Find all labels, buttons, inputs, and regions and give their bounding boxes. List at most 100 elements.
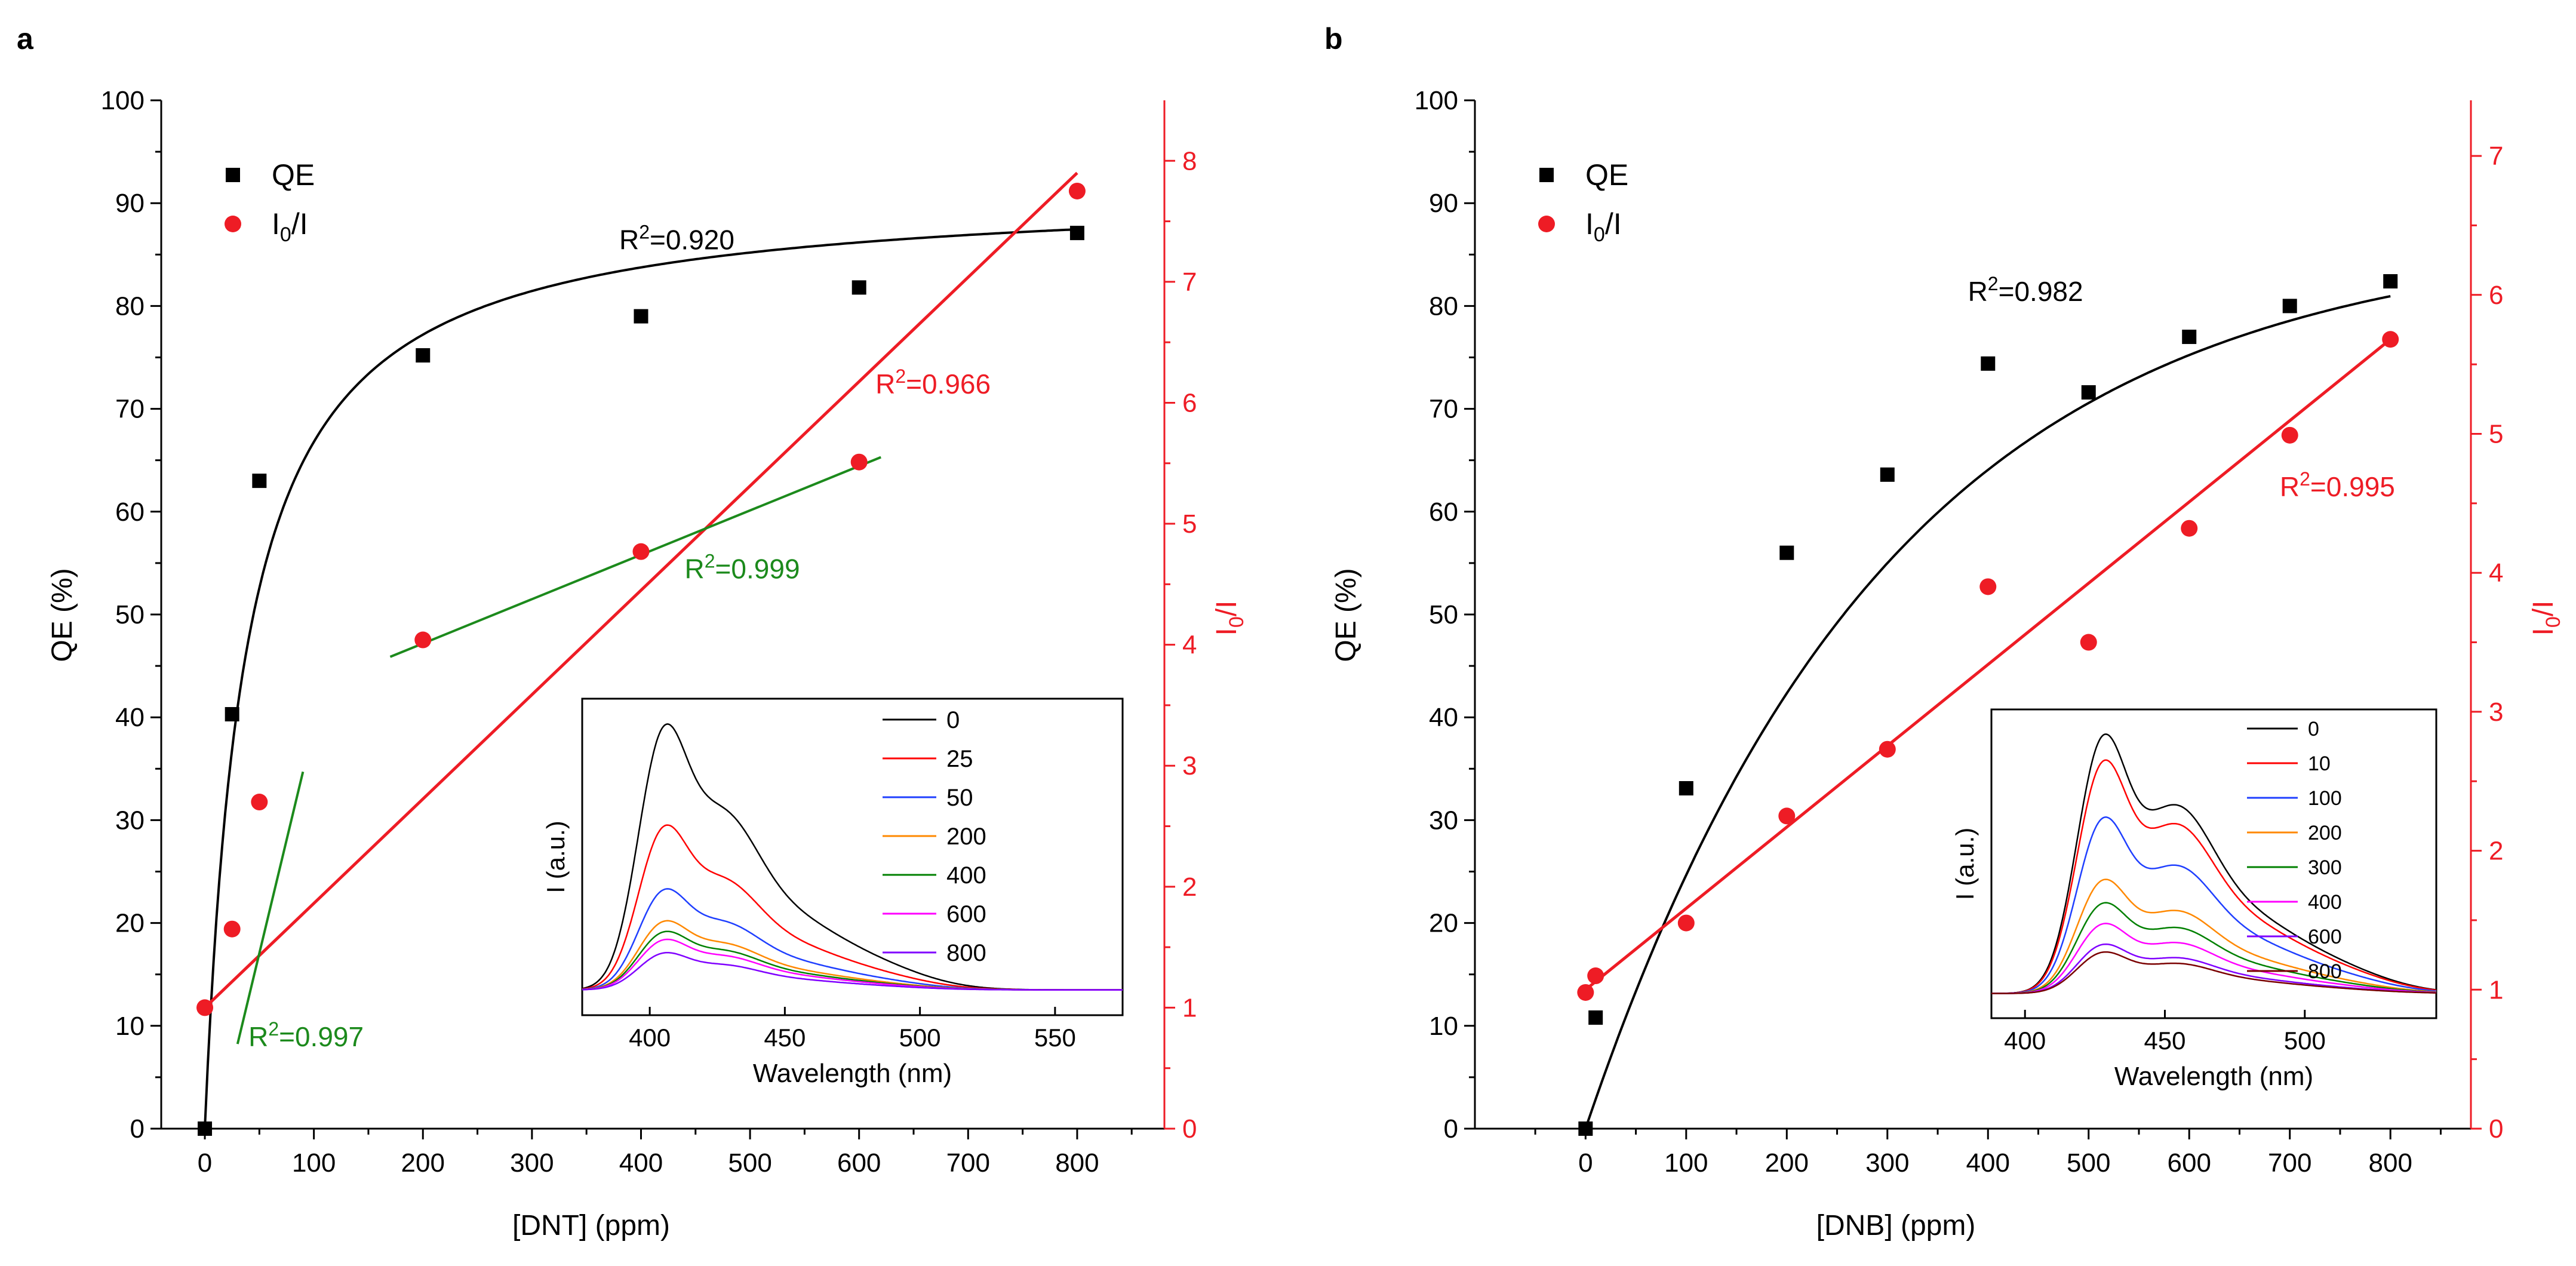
panel-b-inset-spectrum-100 bbox=[1991, 816, 2437, 994]
panel-b-inset-x-axis-title: Wavelength (nm) bbox=[2114, 1062, 2313, 1091]
panel-b-y-tick-label: 100 bbox=[1415, 86, 1458, 115]
panel-a-qe-point bbox=[416, 348, 431, 363]
panel-b-inset-x-tick-label: 500 bbox=[2284, 1027, 2326, 1055]
panel-a-y-tick-label: 50 bbox=[115, 600, 145, 629]
panel-a-qe-point bbox=[225, 707, 239, 722]
panel-a-chart: 0 100 200 300 400 500 600 700 800010203040506070… bbox=[47, 86, 1248, 1242]
panel-b-y-tick-label: 10 bbox=[1429, 1012, 1458, 1041]
panel-b-inset-legend-label: 800 bbox=[2308, 960, 2342, 983]
panel-b-qe-point bbox=[2182, 330, 2197, 345]
panel-b-fit-label-0: R2=0.982 bbox=[1968, 273, 2083, 307]
panel-a-inset-y-axis-title: I (a.u.) bbox=[542, 821, 570, 893]
panel-a-fit-label-2: R2=0.999 bbox=[685, 551, 800, 585]
panel-b-y2-tick-label: 6 bbox=[2489, 281, 2503, 310]
panel-a-y2-tick-label: 4 bbox=[1182, 631, 1197, 660]
panel-b-inset-legend-label: 400 bbox=[2308, 891, 2342, 914]
panel-a-fit-green-3 bbox=[236, 771, 305, 1044]
panel-b-x-tick-label: 100 bbox=[1664, 1148, 1708, 1178]
panel-b-y-tick-label: 20 bbox=[1429, 909, 1458, 938]
panel-b-qe-point bbox=[1679, 781, 1693, 796]
panel-a-y2-tick-label: 1 bbox=[1182, 993, 1197, 1022]
panel-b-x-tick-label: 300 bbox=[1865, 1148, 1909, 1178]
panel-b-ratio-point bbox=[1577, 984, 1594, 1001]
panel-b-inset-spectrum-600 bbox=[1991, 943, 2437, 994]
panel-a-qe-point bbox=[852, 280, 866, 295]
panel-b-legend: QE I0/I bbox=[1538, 158, 1628, 246]
panel-a-ratio-point bbox=[223, 920, 241, 938]
panel-b-qe-point bbox=[2081, 385, 2096, 400]
panel-b-inset-legend-label: 10 bbox=[2308, 752, 2331, 775]
panel-b-inset-legend-label: 600 bbox=[2308, 926, 2342, 948]
panel-a-y-tick-label: 40 bbox=[115, 703, 145, 732]
panel-a-x-tick-label: 800 bbox=[1055, 1148, 1099, 1178]
panel-a-ratio-point bbox=[196, 999, 214, 1016]
panel-a-qe-point bbox=[252, 474, 267, 488]
panel-b-y2-tick-label: 4 bbox=[2489, 558, 2503, 588]
panel-b-y-tick-label: 40 bbox=[1429, 703, 1458, 732]
panel-a-fit-labels: R2=0.920 R2=0.966 R2=0.999 R2=0.997 bbox=[248, 222, 991, 1053]
panel-b-inset-legend-label: 300 bbox=[2308, 856, 2342, 879]
panel-a-legend-square-marker bbox=[226, 168, 240, 182]
panel-b-ratio-point bbox=[1677, 914, 1695, 932]
panel-b-fit-labels: R2=0.982 R2=0.995 bbox=[1968, 273, 2395, 502]
panel-b-y-axis-title: QE (%) bbox=[1330, 568, 1362, 662]
panel-a-inset-frame bbox=[581, 697, 1124, 1016]
panel-a-ratio-point bbox=[632, 543, 650, 560]
panel-b-inset: 0 10 100 200 300 400 600 800 400 450 500 Wavelength… bbox=[1951, 708, 2437, 1091]
panel-a-letter: a bbox=[17, 22, 34, 56]
panel-b-fits bbox=[1584, 295, 2391, 1129]
panel-b-qe-point bbox=[1588, 1010, 1603, 1025]
panel-a-inset-legend-label: 0 bbox=[946, 707, 960, 733]
panel-a-fit-label-0: R2=0.920 bbox=[619, 222, 734, 256]
panel-a-inset-spectrum-800 bbox=[582, 952, 1123, 991]
panel-a-inset-x-tick-label: 500 bbox=[899, 1024, 941, 1052]
panel-b-inset-spectrum-0 bbox=[1991, 733, 2437, 994]
panel-b-ratio-point bbox=[1879, 740, 1896, 758]
panel-b-qe-point bbox=[1779, 545, 1794, 560]
panel-b-ratio-point bbox=[1979, 578, 1997, 595]
panel-b-ratio-point bbox=[2181, 520, 2198, 537]
panel-a-legend-label-1: I0/I bbox=[272, 207, 308, 246]
panel-a-y-tick-label: 10 bbox=[115, 1012, 145, 1041]
panel-a-legend-circle-marker bbox=[225, 216, 241, 232]
panel-b-legend-label-0: QE bbox=[1585, 158, 1628, 192]
panel-b-inset-x-tick-label: 450 bbox=[2144, 1027, 2185, 1055]
panel-b-x-tick-label: 500 bbox=[2067, 1148, 2110, 1178]
panel-b-axes: 0 100 200 300 400 500 600 700 800010203040506070… bbox=[1415, 86, 2504, 1178]
panel-a-x-tick-label: 300 bbox=[510, 1148, 554, 1178]
panel-a-y-tick-label: 20 bbox=[115, 909, 145, 938]
panel-a-x-tick-label: 0 bbox=[198, 1148, 212, 1178]
panel-b-y2-tick-label: 5 bbox=[2489, 419, 2503, 448]
panel-a-y-axis-title: QE (%) bbox=[47, 568, 78, 662]
panel-b-inset-y-axis-title: I (a.u.) bbox=[1951, 828, 1979, 900]
panel-a-ratio-point bbox=[850, 453, 868, 471]
panel-a-x-tick-label: 100 bbox=[292, 1148, 336, 1178]
panel-a-inset-x-tick-label: 450 bbox=[764, 1024, 806, 1052]
panel-b-x-tick-label: 400 bbox=[1966, 1148, 2010, 1178]
panel-a-y2-tick-label: 2 bbox=[1182, 872, 1197, 902]
panel-a-legend: QE I0/I bbox=[225, 158, 315, 246]
panel-b-inset-spectrum-300 bbox=[1991, 902, 2437, 994]
panel-b-points bbox=[1577, 274, 2399, 1136]
panel-a-inset-legend-label: 600 bbox=[946, 901, 986, 927]
panel-a-y-tick-label: 30 bbox=[115, 806, 145, 835]
panel-b-y2-axis-title: I0/I bbox=[2528, 601, 2565, 636]
panel-b-fit-red-1 bbox=[1584, 338, 2391, 991]
panel-b-y-tick-label: 0 bbox=[1444, 1114, 1458, 1144]
panel-b-ratio-point bbox=[1778, 807, 1796, 825]
panel-a-fit-label-3: R2=0.997 bbox=[248, 1018, 364, 1052]
panel-b-inset-legend-label: 200 bbox=[2308, 822, 2342, 844]
panel-a-y2-tick-label: 7 bbox=[1182, 268, 1197, 297]
panel-b-letter: b bbox=[1324, 22, 1343, 56]
panel-b-ratio-point bbox=[2382, 331, 2399, 348]
panel-b-inset-spectrum-800 bbox=[1991, 951, 2437, 994]
panel-a-y-tick-label: 70 bbox=[115, 395, 145, 424]
panel-a-y2-tick-label: 0 bbox=[1182, 1114, 1197, 1144]
panel-a-inset: 0 25 50 200 400 600 800 400 450 500 550 Wavelength … bbox=[542, 697, 1124, 1088]
panel-a-legend-label-0: QE bbox=[272, 158, 315, 192]
panel-a-x-axis-title: [DNT] (ppm) bbox=[512, 1210, 670, 1242]
panel-b-y-tick-label: 70 bbox=[1429, 395, 1458, 424]
panel-b-y-tick-label: 80 bbox=[1429, 291, 1458, 321]
panel-b-x-tick-label: 600 bbox=[2168, 1148, 2211, 1178]
